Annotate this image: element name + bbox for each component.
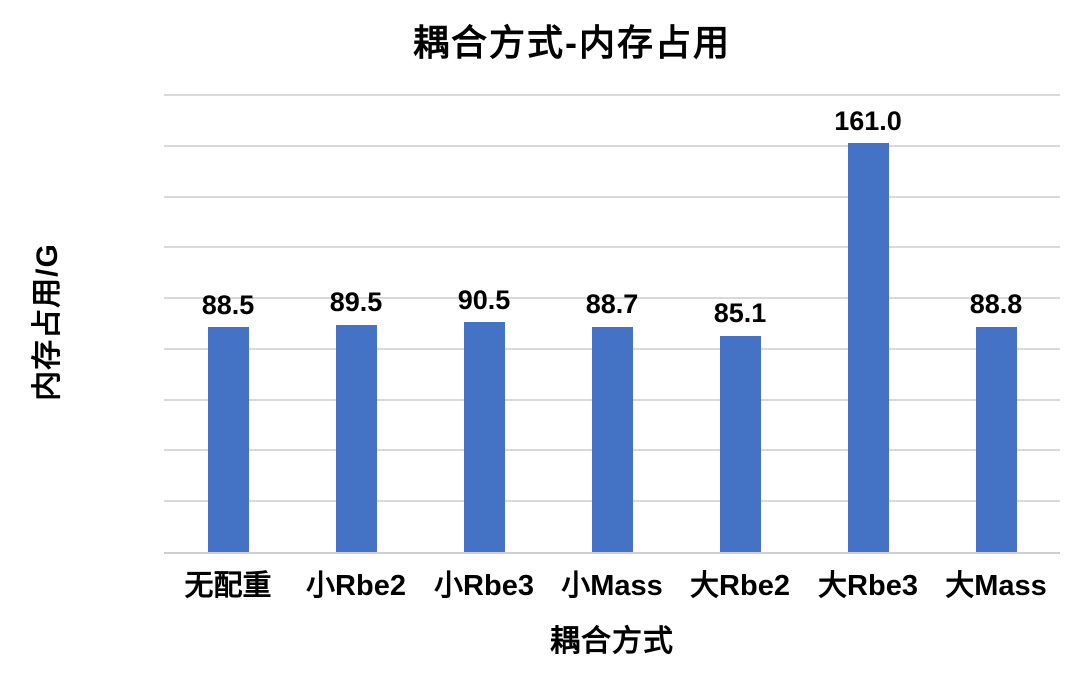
x-axis-title: 耦合方式 (550, 625, 674, 658)
x-axis-category-label: 小Rbe2 (306, 570, 406, 602)
bar-slot: 85.1 (676, 95, 804, 552)
gridline (164, 297, 1060, 300)
bar-slot: 88.8 (932, 95, 1060, 552)
bar-value-label: 88.8 (969, 288, 1023, 319)
x-axis-category-labels: 无配重 小Rbe2 小Rbe3 小Mass 大Rbe2 大Rbe3 大Mass (164, 562, 1060, 604)
x-axis-category-label: 小Rbe3 (434, 570, 534, 602)
gridline (164, 246, 1060, 249)
bar-slot: 90.5 (420, 95, 548, 552)
bar-value-label: 85.1 (713, 298, 767, 329)
bar (591, 326, 633, 552)
bar (335, 324, 377, 552)
bar (719, 335, 761, 552)
gridline (164, 94, 1060, 96)
bar-slot: 161.0 (804, 95, 932, 552)
bar (847, 143, 889, 552)
y-axis-title: 内存占用/G (31, 243, 64, 401)
bar-slot: 88.5 (164, 95, 292, 552)
x-axis-category-label: 大Rbe3 (818, 570, 918, 602)
x-axis-category-label: 无配重 (184, 570, 272, 602)
x-axis-category-label: 大Rbe2 (690, 570, 790, 602)
bar-value-label: 89.5 (329, 287, 383, 318)
x-axis-category-label: 大Mass (945, 570, 1047, 602)
gridline (164, 195, 1060, 198)
x-axis-category-label: 小Mass (561, 570, 663, 602)
bars-container: 88.5 89.5 90.5 88.7 85.1 161.0 88.8 (164, 95, 1060, 552)
bar-value-label: 161.0 (834, 105, 902, 136)
bar (975, 326, 1017, 552)
plot-area: 88.5 89.5 90.5 88.7 85.1 161.0 88.8 (164, 94, 1060, 554)
bar-value-label: 88.5 (201, 289, 255, 320)
bar-value-label: 88.7 (585, 289, 639, 320)
bar-slot: 88.7 (548, 95, 676, 552)
chart-title: 耦合方式-内存占用 (413, 22, 731, 63)
gridline (164, 144, 1060, 147)
bar-value-label: 90.5 (457, 284, 511, 315)
bar (463, 322, 505, 552)
bar-slot: 89.5 (292, 95, 420, 552)
bar (207, 327, 249, 552)
